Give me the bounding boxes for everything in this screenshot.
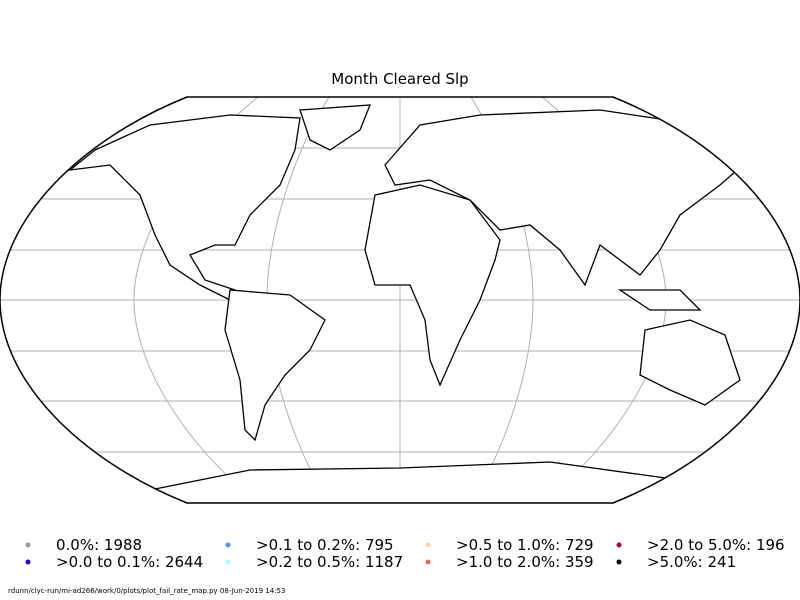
legend-marker [425, 559, 431, 565]
legend-marker [225, 559, 231, 565]
legend-marker [425, 542, 431, 548]
legend-marker [225, 542, 231, 548]
legend-label: >2.0 to 5.0%: 196 [647, 536, 785, 554]
legend-label: >0.2 to 0.5%: 1187 [256, 553, 403, 571]
legend-label: >0.0 to 0.1%: 2644 [56, 553, 203, 571]
legend-marker [25, 559, 31, 565]
land [67, 104, 762, 503]
legend: 0.0%: 1988>0.0 to 0.1%: 2644 >0.1 to 0.2%… [25, 536, 785, 571]
footer: rdunn/clyc-run/mi-ad266/work/0/plots/plo… [8, 587, 285, 595]
legend-marker [25, 542, 31, 548]
legend-label: >0.5 to 1.0%: 729 [456, 536, 594, 554]
legend-label: >1.0 to 2.0%: 359 [456, 553, 594, 571]
legend-marker [616, 559, 622, 565]
legend-label: 0.0%: 1988 [56, 536, 142, 554]
map-title: Month Cleared Slp [331, 70, 468, 88]
map-frame [0, 96, 800, 504]
legend-marker [616, 542, 622, 548]
legend-label: >5.0%: 241 [647, 553, 736, 571]
legend-label: >0.1 to 0.2%: 795 [256, 536, 394, 554]
